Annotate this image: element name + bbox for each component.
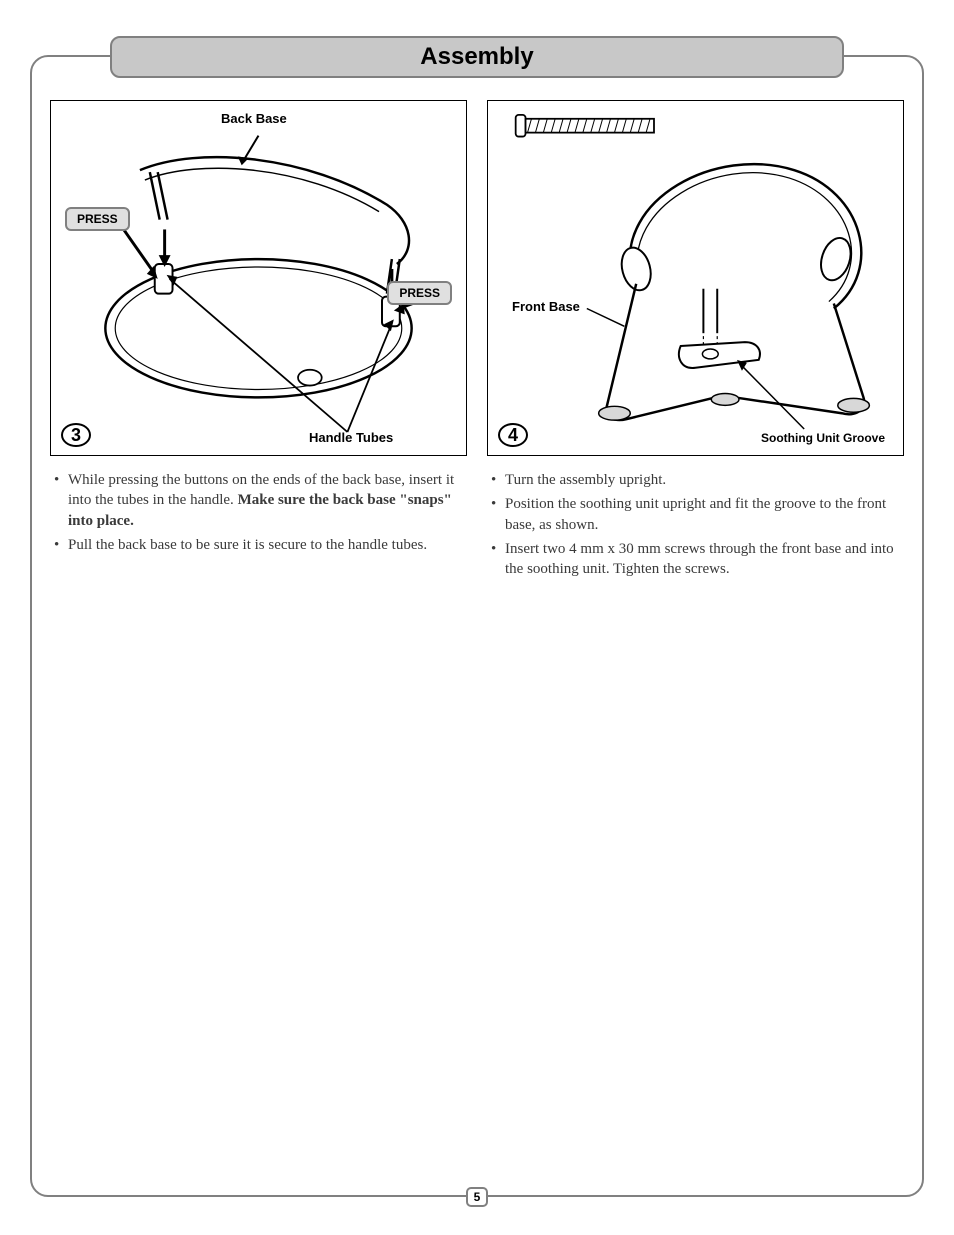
page-title: Assembly xyxy=(420,43,533,71)
content-area: Back Base PRESS PRESS Handle Tubes 3 Whi… xyxy=(50,100,904,1175)
bullet-4-2: Position the soothing unit upright and f… xyxy=(505,494,904,535)
bullet-3-2: Pull the back base to be sure it is secu… xyxy=(68,535,467,555)
instructions-step-4: Turn the assembly upright. Position the … xyxy=(487,470,904,583)
figure-step-3: Back Base PRESS PRESS Handle Tubes 3 xyxy=(50,100,467,456)
diagram-step-3 xyxy=(51,101,466,453)
badge-press-left: PRESS xyxy=(65,207,130,231)
step-number-4: 4 xyxy=(498,423,528,447)
page: Assembly xyxy=(0,0,954,1235)
page-number: 5 xyxy=(466,1187,488,1207)
page-title-banner: Assembly xyxy=(110,36,844,78)
label-front-base: Front Base xyxy=(512,299,580,314)
bullet-3-1: While pressing the buttons on the ends o… xyxy=(68,470,467,531)
label-handle-tubes: Handle Tubes xyxy=(309,430,393,445)
column-step-3: Back Base PRESS PRESS Handle Tubes 3 Whi… xyxy=(50,100,467,1175)
bullet-4-1: Turn the assembly upright. xyxy=(505,470,904,490)
instructions-step-3: While pressing the buttons on the ends o… xyxy=(50,470,467,559)
badge-press-right: PRESS xyxy=(387,281,452,305)
figure-step-4: Front Base Soothing Unit Groove 4 xyxy=(487,100,904,456)
column-step-4: Front Base Soothing Unit Groove 4 Turn t… xyxy=(487,100,904,1175)
bullet-4-3: Insert two 4 mm x 30 mm screws through t… xyxy=(505,539,904,580)
step-number-3: 3 xyxy=(61,423,91,447)
label-back-base: Back Base xyxy=(221,111,287,126)
diagram-step-4 xyxy=(488,101,903,453)
label-soothing-unit-groove: Soothing Unit Groove xyxy=(761,431,885,445)
